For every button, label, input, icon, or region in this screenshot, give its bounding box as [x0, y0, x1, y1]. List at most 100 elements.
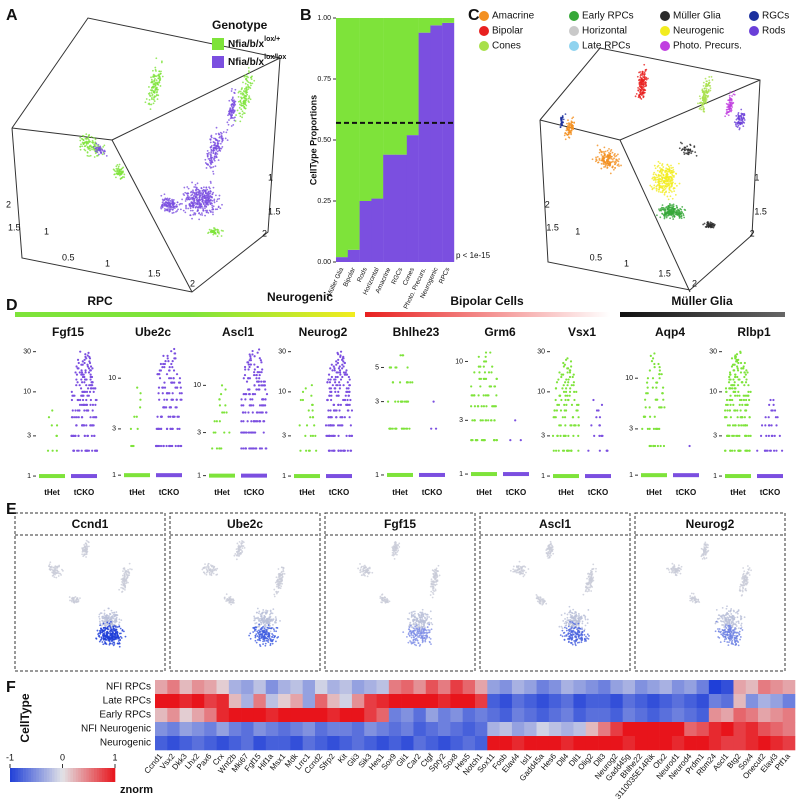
- cell-point: [265, 411, 268, 414]
- cell-point: [566, 357, 569, 360]
- cell-point: [166, 209, 168, 212]
- cell-point: [683, 146, 686, 149]
- cell-point: [657, 160, 660, 163]
- cell-point: [81, 375, 85, 379]
- cell-point: [674, 182, 677, 185]
- cell-point: [181, 202, 183, 205]
- cell-point: [237, 547, 239, 550]
- cell-point: [663, 216, 666, 219]
- cell-point: [99, 146, 102, 149]
- cell-point: [763, 449, 767, 452]
- cell-point: [85, 449, 88, 452]
- cell-point: [577, 424, 580, 427]
- cell-point: [259, 359, 262, 362]
- cell-point: [181, 198, 183, 201]
- cell-point: [675, 184, 678, 187]
- cell-point: [736, 409, 739, 412]
- cell-point: [165, 427, 169, 430]
- cell-point: [200, 212, 203, 214]
- cell-point: [163, 193, 166, 196]
- cell-point: [728, 94, 731, 97]
- cell-point: [221, 139, 224, 142]
- cell-point: [218, 133, 221, 136]
- bar-segment: [418, 32, 431, 262]
- cell-point: [698, 107, 701, 110]
- cell-point: [266, 622, 268, 625]
- cell-point: [234, 100, 237, 103]
- bar-segment: [395, 18, 407, 155]
- cell-point: [706, 224, 709, 227]
- cell-point: [490, 371, 493, 374]
- y-tick-label: 10: [709, 389, 717, 396]
- cell-point: [690, 152, 693, 155]
- cell-point: [348, 434, 352, 437]
- cell-point: [261, 618, 264, 621]
- cell-point: [770, 424, 773, 427]
- cell-point: [726, 434, 729, 437]
- cell-point: [563, 434, 567, 437]
- cell-point: [659, 191, 662, 194]
- cell-point: [737, 117, 739, 119]
- cell-point: [309, 416, 312, 419]
- cell-point: [653, 184, 656, 187]
- cell-point: [566, 449, 569, 452]
- cell-point: [281, 576, 284, 578]
- cell-point: [81, 360, 84, 363]
- cell-point: [68, 596, 71, 598]
- cell-point: [673, 190, 676, 192]
- cell-point: [178, 203, 181, 206]
- cell-point: [591, 158, 594, 161]
- cell-point: [573, 398, 576, 402]
- cell-point: [740, 114, 743, 117]
- y-tick-label: 1: [629, 472, 633, 479]
- cell-point: [99, 612, 102, 615]
- cell-point: [487, 371, 491, 374]
- cell-point: [202, 195, 205, 198]
- cell-point: [247, 368, 250, 371]
- cell-point: [251, 353, 254, 356]
- cell-point: [162, 444, 165, 448]
- cell-point: [74, 434, 77, 437]
- cell-point: [566, 367, 569, 370]
- cell-point: [157, 444, 161, 448]
- cell-point: [705, 89, 708, 92]
- cell-point: [240, 104, 243, 107]
- cell-point: [244, 97, 247, 100]
- cell-point: [130, 568, 133, 571]
- cell-point: [80, 373, 83, 376]
- cell-point: [653, 352, 656, 355]
- cell-point: [115, 611, 118, 613]
- cell-point: [212, 186, 215, 189]
- cell-point: [616, 153, 619, 156]
- baseline-cells: [725, 474, 751, 479]
- cell-point: [214, 137, 217, 140]
- cell-point: [254, 639, 257, 642]
- cell-point: [148, 98, 151, 101]
- bar-segment: [406, 135, 419, 262]
- cell-point: [157, 386, 161, 389]
- cell-point: [250, 447, 253, 450]
- cell-point: [209, 146, 212, 149]
- cell-point: [274, 616, 277, 618]
- cell-point: [173, 207, 176, 209]
- x-tick-label: Bipolar: [342, 266, 357, 288]
- cell-point: [192, 213, 195, 216]
- cell-point: [210, 163, 213, 166]
- cell-point: [216, 208, 219, 211]
- cell-point: [678, 182, 681, 185]
- cell-point: [554, 387, 558, 390]
- cell-point: [607, 151, 610, 154]
- cell-point: [313, 424, 316, 427]
- cell-point: [252, 373, 256, 377]
- cell-point: [83, 545, 86, 548]
- cell-point: [122, 630, 125, 633]
- cell-point: [240, 431, 243, 434]
- cell-point: [110, 609, 113, 612]
- cell-point: [479, 385, 482, 388]
- cell-point: [737, 378, 740, 381]
- cell-point: [113, 638, 115, 641]
- cell-point: [491, 405, 494, 408]
- cell-point: [564, 132, 566, 135]
- cell-point: [702, 84, 705, 87]
